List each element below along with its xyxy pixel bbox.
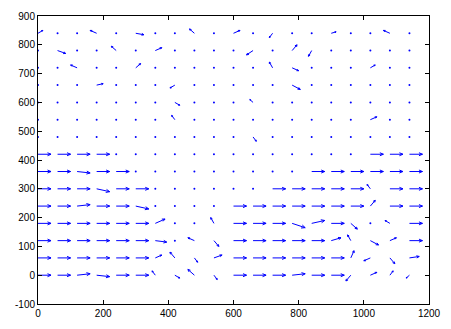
svg-text:400: 400 [160,308,177,319]
svg-text:900: 900 [18,11,35,22]
svg-text:700: 700 [18,68,35,79]
svg-text:1000: 1000 [353,308,376,319]
svg-text:200: 200 [18,212,35,223]
svg-text:100: 100 [18,241,35,252]
svg-text:0: 0 [29,270,35,281]
svg-text:200: 200 [95,308,112,319]
svg-text:800: 800 [18,39,35,50]
svg-text:800: 800 [290,308,307,319]
svg-text:600: 600 [18,97,35,108]
svg-text:300: 300 [18,183,35,194]
svg-text:-100: -100 [15,299,35,310]
svg-text:600: 600 [225,308,242,319]
svg-text:1200: 1200 [418,308,441,319]
svg-text:500: 500 [18,126,35,137]
svg-text:0: 0 [35,308,41,319]
svg-text:400: 400 [18,155,35,166]
